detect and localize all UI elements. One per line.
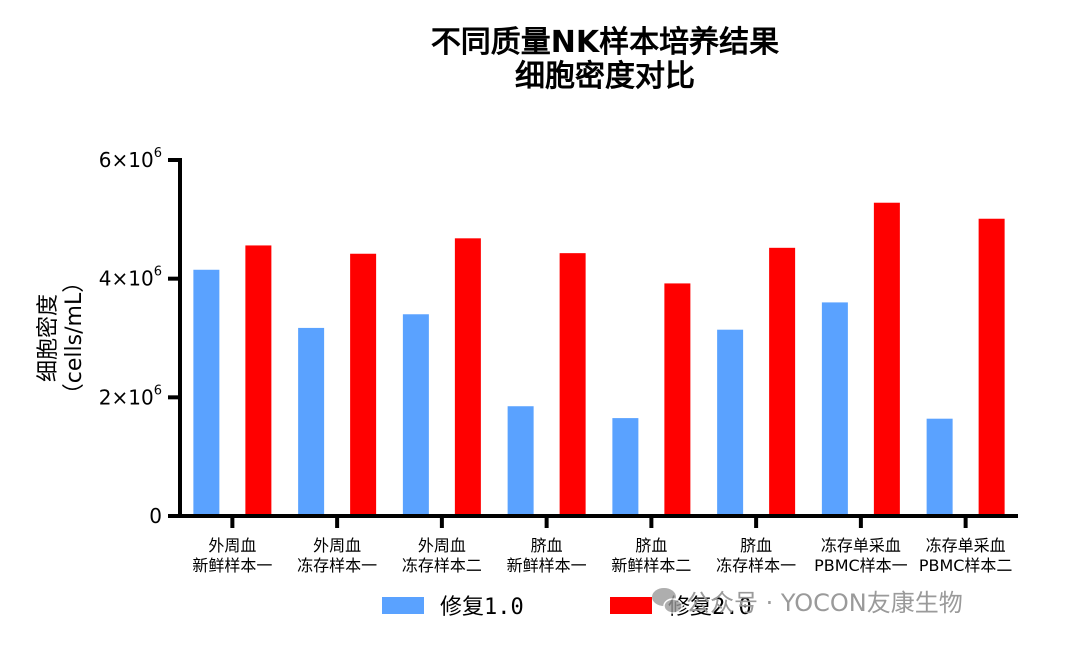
x-tick-label: 脐血新鲜样本一 [507,536,587,575]
bar-repair-1 [717,329,744,514]
legend-entry: 修复1.0 [382,595,524,620]
x-tick-label: 外周血冻存样本一 [297,536,377,575]
bar-repair-1 [821,302,848,514]
x-tick-label-line: 脐血 [740,536,772,555]
y-axis-label-line: （cells/mL） [62,271,87,405]
x-tick-label-line: 冻存单采血 [926,536,1006,555]
bar-repair-1 [402,314,429,514]
x-tick-label-line: 外周血 [418,536,466,555]
bar-repair-1 [612,418,639,514]
bar-repair-2 [978,218,1005,515]
y-tick-label: 0 [149,504,162,528]
bar-repair-1 [926,418,953,514]
x-tick-label: 外周血新鲜样本一 [192,536,272,575]
x-tick-label: 冻存单采血 PBMC样本一 [814,536,908,575]
x-tick-label: 脐血新鲜样本二 [611,536,691,575]
bar-repair-2 [245,245,272,514]
x-tick-label-line: 冻存单采血 [821,536,901,555]
x-tick-label: 外周血冻存样本二 [402,536,482,575]
x-tick-labels: 外周血新鲜样本一外周血冻存样本一外周血冻存样本二脐血新鲜样本一脐血新鲜样本二脐血… [192,536,1012,575]
y-tick-exponent: 6 [154,146,162,161]
y-tick-base: 4×10 [99,267,154,291]
bar-repair-2 [769,247,796,514]
y-tick-label: 2×106 [99,383,162,409]
x-tick-label-line: 脐血 [635,536,667,555]
bar-repair-1 [298,327,325,514]
x-tick-label-line: 外周血 [208,536,256,555]
bars [193,202,1005,515]
bar-repair-1 [193,269,220,514]
bar-repair-2 [664,283,691,514]
wechat-icon [652,588,683,614]
x-tick-label-line: 新鲜样本一 [507,556,587,575]
bar-repair-2 [873,202,900,514]
legend-swatch [382,597,424,614]
x-tick-label-line: 冻存样本二 [402,556,482,575]
x-tick-label-line: 冻存样本一 [716,556,796,575]
chart-title-line: 不同质量NK样本培养结果 [431,25,779,60]
y-tick-label: 6×106 [99,146,162,172]
y-axis-label-text: 细胞密度（cells/mL） [36,271,87,405]
x-tick-label-line: PBMC样本一 [814,556,908,575]
y-tick-exponent: 6 [154,265,162,280]
chart-title-line: 细胞密度对比 [515,59,695,94]
x-tick-label: 冻存单采血 PBMC样本二 [919,536,1013,575]
x-tick-label-line: 外周血 [313,536,361,555]
bar-repair-2 [559,253,586,515]
x-tick-label: 脐血冻存样本一 [716,536,796,575]
bar-repair-2 [350,253,377,514]
y-tick-label: 4×106 [99,265,162,291]
x-tick-label-line: 新鲜样本二 [611,556,691,575]
bar-repair-2 [454,238,481,514]
y-tick-base: 2×10 [99,385,154,409]
x-tick-label-line: 脐血 [531,536,563,555]
watermark-text: 公众号 · YOCON友康生物 [686,589,963,617]
x-tick-label-line: 冻存样本一 [297,556,377,575]
legend-label: 修复1.0 [440,595,524,620]
y-tick-base: 0 [149,504,162,528]
wechat-bubble-small [663,598,683,614]
legend-swatch [610,597,652,614]
y-axis-label-line: 细胞密度 [36,294,61,382]
y-tick-base: 6×10 [99,148,154,172]
y-tick-exponent: 6 [154,383,162,398]
y-axis-label: 细胞密度（cells/mL） [36,271,87,405]
x-tick-label-line: PBMC样本二 [919,556,1013,575]
x-tick-label-line: 新鲜样本一 [192,556,272,575]
bar-repair-1 [507,406,534,514]
watermark: 公众号 · YOCON友康生物 [652,588,963,617]
